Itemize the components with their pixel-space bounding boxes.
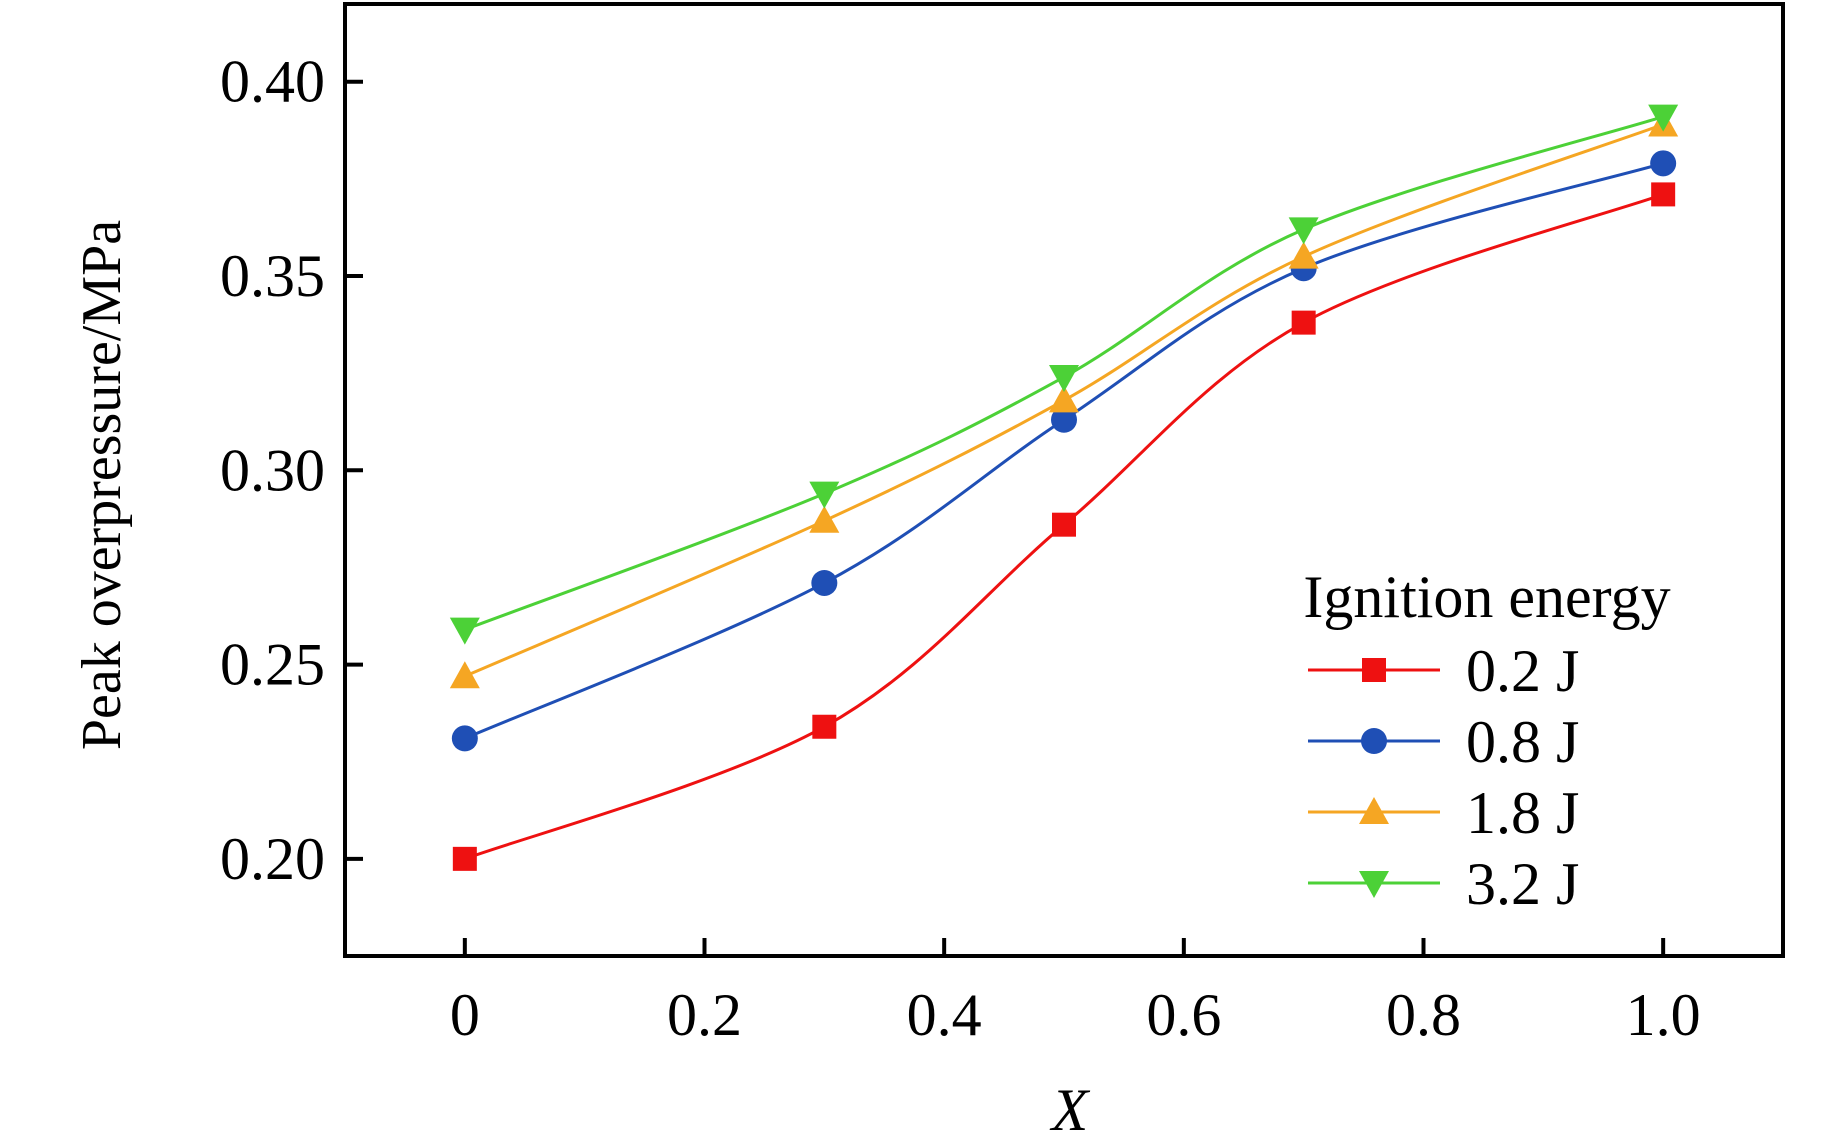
- legend-label: 3.2 J: [1466, 851, 1579, 917]
- data-point: [812, 714, 837, 739]
- legend-marker: [1362, 658, 1386, 682]
- data-point: [451, 725, 478, 752]
- series-3: [449, 104, 1679, 645]
- data-point: [1051, 406, 1077, 433]
- series-0: [452, 182, 1676, 871]
- x-tick-label: 0: [450, 982, 480, 1048]
- y-tick-label: 0.30: [220, 437, 325, 503]
- data-point: [809, 481, 840, 509]
- legend-item: 0.2 J: [1308, 638, 1579, 704]
- x-tick-label: 0.6: [1146, 982, 1221, 1048]
- data-point: [811, 569, 838, 596]
- x-axis-label: X: [1050, 1077, 1091, 1143]
- legend-label: 1.8 J: [1466, 780, 1579, 846]
- data-point: [1288, 217, 1319, 245]
- data-point: [809, 505, 840, 533]
- data-point: [449, 661, 480, 689]
- y-axis: 0.20 0.25 0.30 0.35 0.40: [220, 49, 363, 892]
- y-axis-label: Peak overpressure/MPa: [71, 220, 133, 750]
- x-tick-label: 0.4: [907, 982, 982, 1048]
- y-tick-label: 0.20: [220, 826, 325, 892]
- y-tick-label: 0.35: [220, 243, 325, 309]
- series-1: [451, 150, 1677, 752]
- plot-frame: [343, 2, 1785, 958]
- legend-title: Ignition energy: [1303, 564, 1670, 630]
- data-point: [1291, 310, 1316, 335]
- legend-items: 0.2 J0.8 J1.8 J3.2 J: [1308, 638, 1579, 917]
- data-point: [1650, 150, 1677, 177]
- x-tick-label: 0.8: [1386, 982, 1461, 1048]
- data-point: [1288, 241, 1319, 269]
- legend-label: 0.8 J: [1466, 709, 1579, 775]
- legend-label: 0.2 J: [1466, 638, 1579, 704]
- x-tick-label: 1.0: [1626, 982, 1701, 1048]
- y-tick-label: 0.40: [220, 49, 325, 115]
- data-point: [1052, 512, 1076, 537]
- legend-item: 0.8 J: [1308, 709, 1579, 775]
- x-axis: 0 0.2 0.4 0.6 0.8 1.0: [450, 938, 1701, 1048]
- data-point: [1049, 385, 1079, 413]
- data-point: [1648, 104, 1679, 132]
- data-point: [1651, 182, 1676, 207]
- legend-marker: [1359, 797, 1389, 824]
- data-point: [1049, 365, 1079, 393]
- legend: Ignition energy 0.2 J0.8 J1.8 J3.2 J: [1303, 564, 1670, 917]
- y-tick-label: 0.25: [220, 632, 325, 698]
- data-point: [452, 846, 477, 871]
- legend-marker: [1359, 871, 1389, 898]
- series-layer: [449, 104, 1679, 871]
- data-point: [449, 617, 480, 645]
- legend-marker: [1361, 728, 1387, 754]
- legend-item: 1.8 J: [1308, 780, 1579, 846]
- legend-item: 3.2 J: [1308, 851, 1579, 917]
- x-tick-label: 0.2: [667, 982, 742, 1048]
